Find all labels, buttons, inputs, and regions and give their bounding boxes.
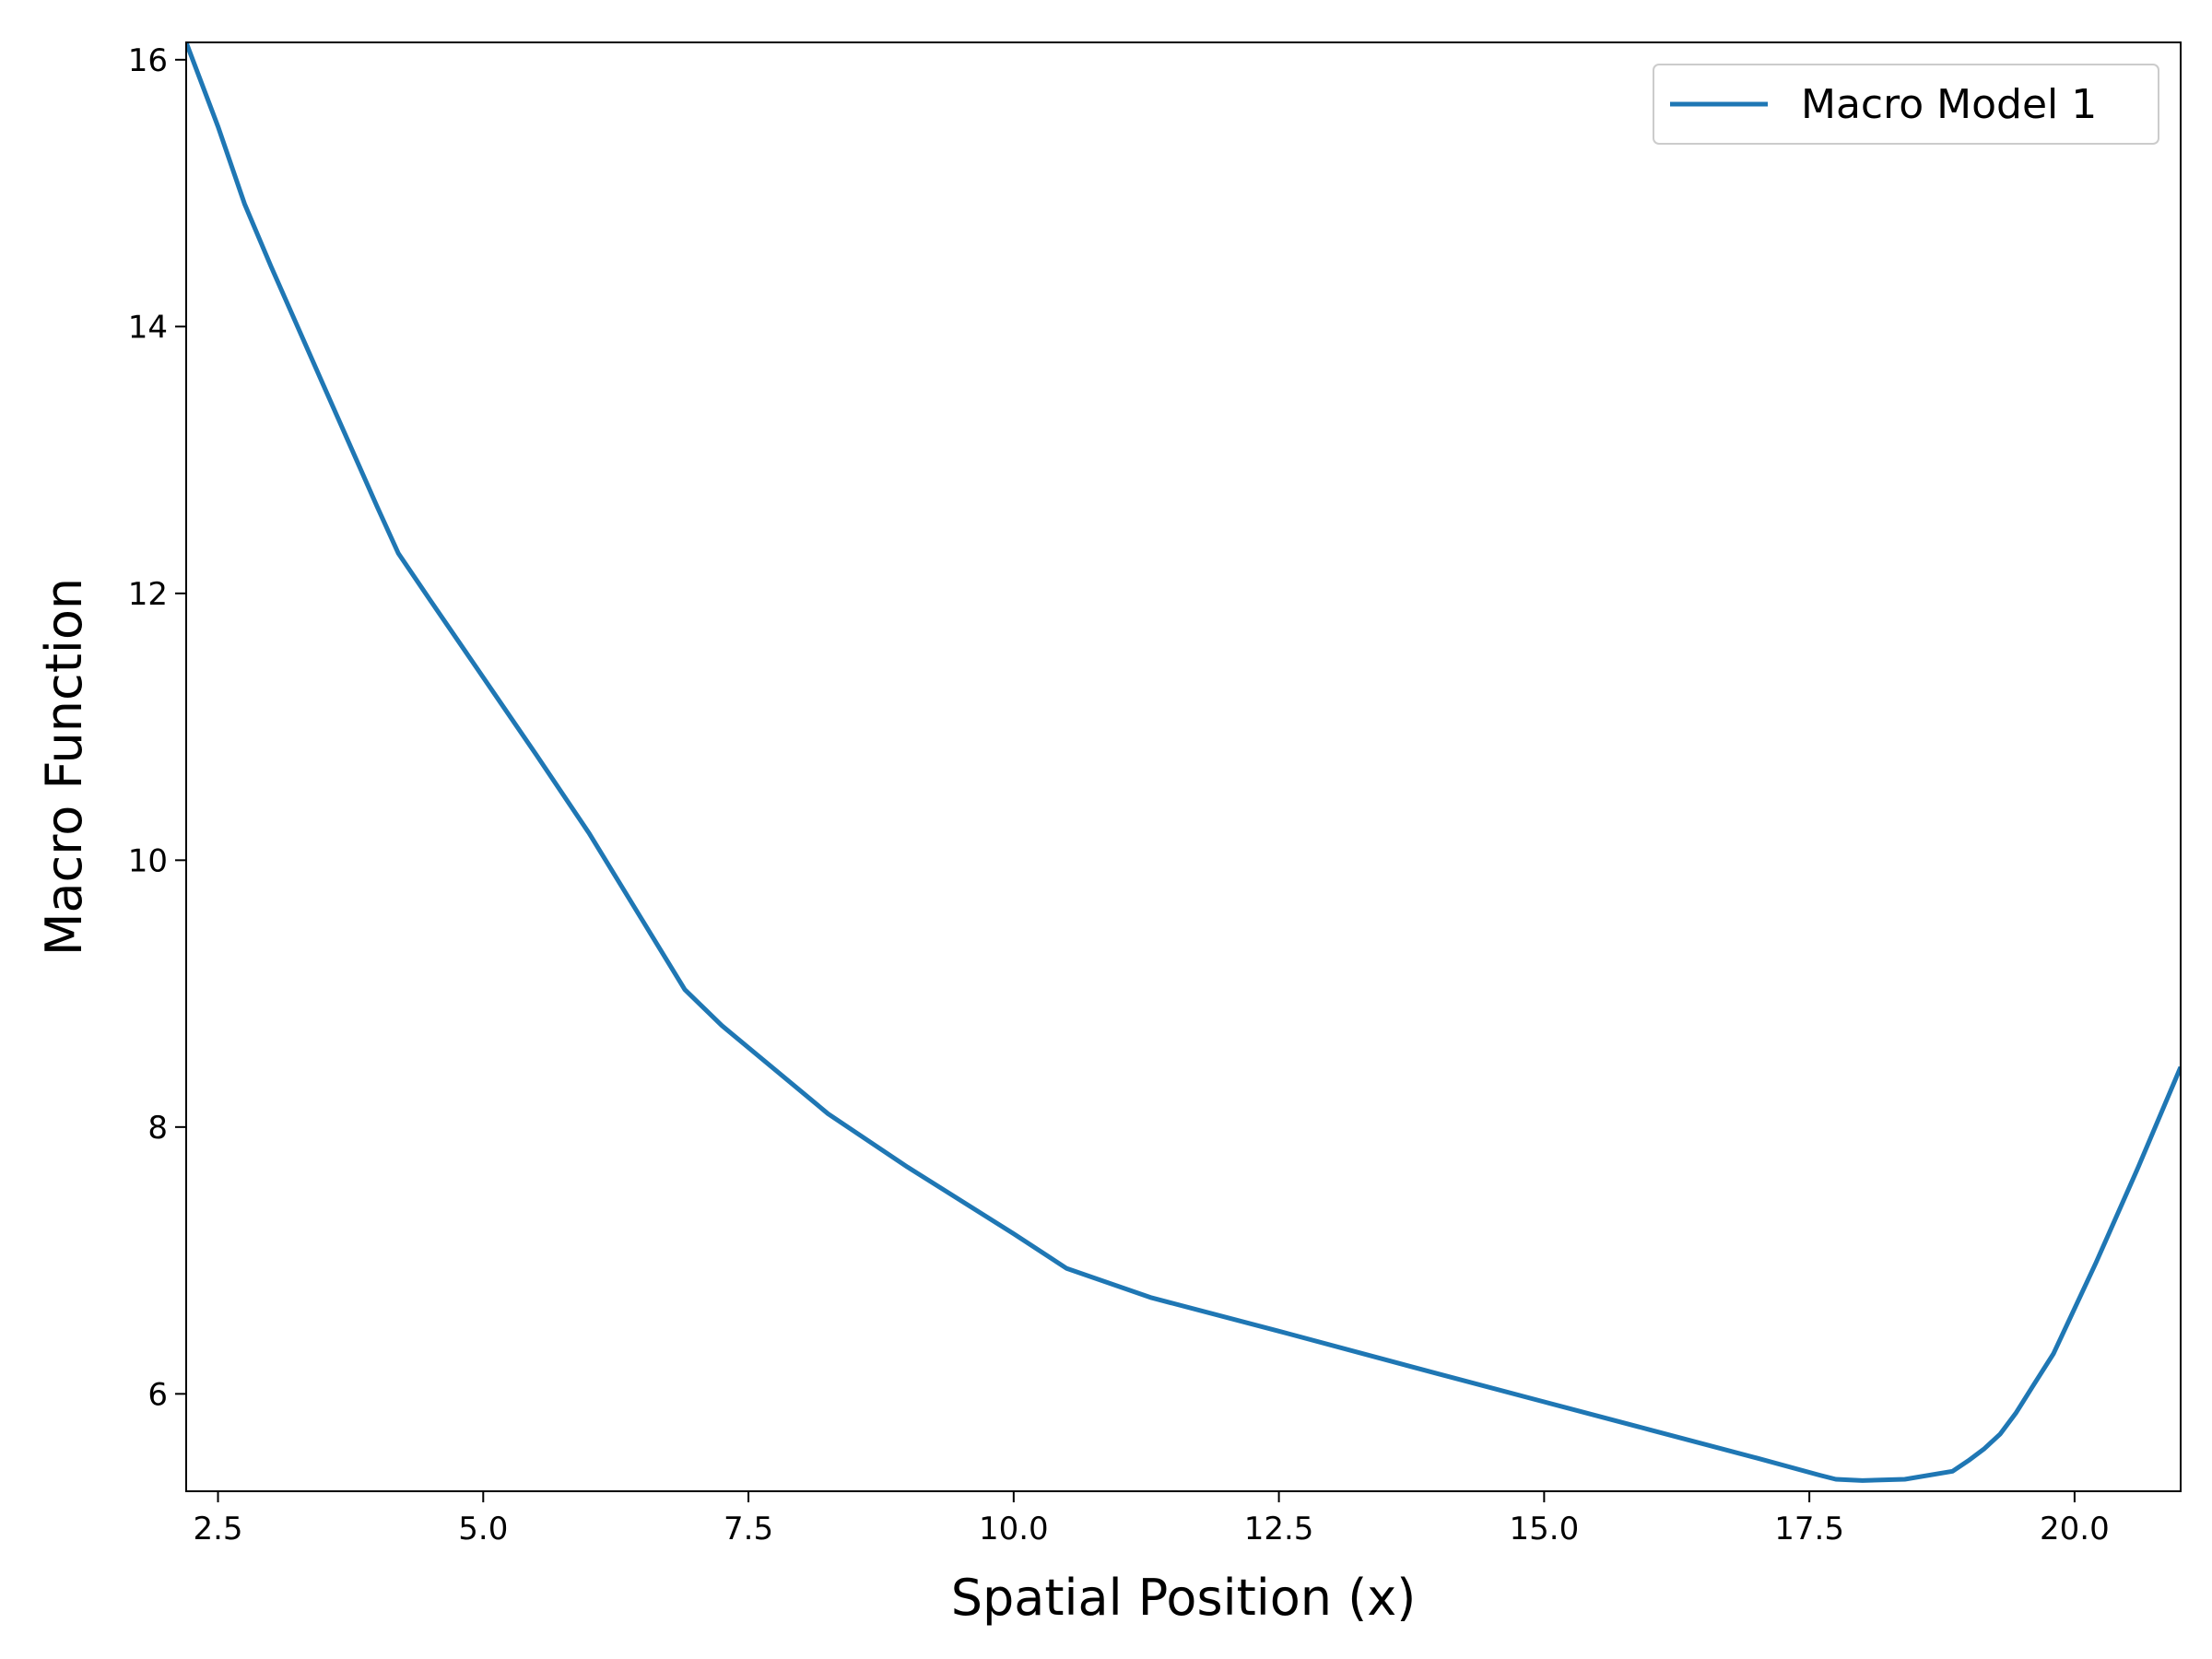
- x-axis-label: Spatial Position (x): [951, 1569, 1417, 1627]
- x-tick-label: 17.5: [1774, 1511, 1844, 1547]
- y-tick-label: 10: [128, 842, 168, 879]
- y-tick-label: 8: [147, 1110, 168, 1147]
- legend-entry-macro-model-1: Macro Model 1: [1801, 81, 2097, 128]
- legend-box: [1653, 64, 2159, 145]
- y-tick-label: 12: [128, 576, 168, 613]
- plot-frame: [185, 41, 2182, 1492]
- y-tick-label: 16: [128, 42, 168, 79]
- legend: Macro Model 1: [1653, 64, 2159, 145]
- x-tick-label: 5.0: [458, 1511, 508, 1547]
- y-tick-label: 14: [128, 309, 168, 346]
- x-tick-label: 10.0: [979, 1511, 1049, 1547]
- x-tick-label: 7.5: [724, 1511, 773, 1547]
- plot-area: [186, 42, 2181, 1483]
- x-tick-label: 2.5: [193, 1511, 242, 1547]
- x-axis-ticks: 2.5 5.0 7.5 10.0 12.5 15.0 17.5 20.0: [193, 1491, 2110, 1547]
- series-line-0: [186, 42, 2181, 1483]
- x-tick-label: 20.0: [2040, 1511, 2110, 1547]
- y-tick-label: 6: [147, 1376, 168, 1413]
- y-axis-ticks: 6 8 10 12 14 16: [128, 42, 186, 1413]
- x-tick-label: 15.0: [1510, 1511, 1580, 1547]
- y-axis-label: Macro Function: [35, 578, 93, 956]
- x-tick-label: 12.5: [1244, 1511, 1314, 1547]
